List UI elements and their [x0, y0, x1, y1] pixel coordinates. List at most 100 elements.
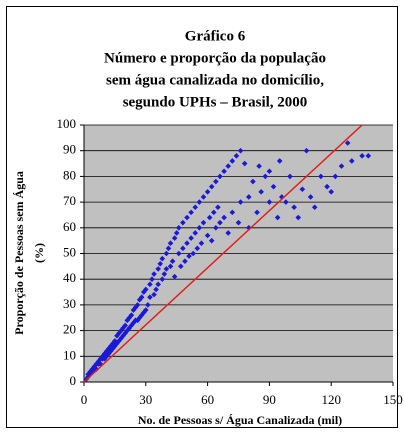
point	[204, 232, 211, 239]
point	[116, 338, 122, 344]
point	[200, 219, 207, 226]
point	[136, 296, 143, 303]
point	[186, 253, 192, 259]
y-axis-label: Proporção de Pessoas sem Água	[12, 171, 26, 335]
x-tick-label: 30	[139, 392, 152, 407]
point	[276, 158, 283, 164]
x-tick-label: 120	[321, 392, 341, 407]
chart-title: Número e proporção da população	[104, 50, 326, 66]
point	[165, 245, 172, 252]
point	[124, 317, 131, 324]
point	[175, 250, 182, 257]
point	[122, 322, 128, 329]
point	[217, 173, 223, 180]
point	[157, 260, 164, 267]
point	[344, 140, 351, 146]
point	[229, 158, 236, 164]
point	[163, 266, 170, 272]
y-tick-label: 50	[63, 244, 76, 259]
point	[196, 199, 203, 205]
point	[210, 209, 217, 216]
point	[134, 302, 141, 308]
point	[114, 340, 120, 347]
point	[208, 183, 215, 190]
point	[287, 173, 293, 180]
point	[208, 237, 215, 244]
point	[173, 230, 180, 236]
point	[349, 158, 355, 164]
point	[237, 199, 244, 205]
x-tick-label: 0	[81, 392, 88, 407]
point	[93, 366, 100, 372]
x-tick-label: 150	[383, 392, 403, 407]
point	[274, 214, 281, 221]
point	[192, 230, 199, 236]
point	[198, 240, 205, 247]
point	[159, 276, 166, 282]
point	[206, 214, 213, 221]
point	[184, 240, 190, 247]
point	[180, 245, 186, 252]
point	[143, 307, 149, 313]
point	[262, 173, 269, 180]
point	[229, 209, 236, 216]
point	[200, 194, 207, 200]
point	[225, 163, 231, 169]
y-tick-label: 40	[63, 270, 76, 285]
point	[250, 178, 256, 185]
point	[192, 204, 199, 211]
point	[138, 312, 145, 318]
x-axis-label: No. de Pessoas s/ Água Canalizada (mil)	[138, 413, 342, 427]
point	[143, 286, 149, 293]
point	[171, 273, 178, 280]
point	[217, 219, 223, 226]
point	[147, 294, 153, 300]
point	[213, 225, 219, 231]
point	[270, 183, 277, 190]
point	[175, 225, 182, 231]
point	[365, 153, 372, 159]
point	[233, 153, 240, 159]
point	[332, 173, 339, 180]
point	[124, 327, 131, 334]
point	[155, 266, 161, 272]
point	[235, 219, 242, 226]
y-tick-label: 70	[63, 193, 76, 208]
point	[151, 271, 157, 277]
point	[196, 225, 203, 231]
point	[151, 291, 157, 298]
point	[194, 245, 201, 252]
point	[204, 189, 211, 195]
y-tick-label: 90	[63, 142, 76, 157]
point	[167, 240, 174, 247]
point	[303, 147, 310, 154]
point	[147, 281, 153, 288]
point	[122, 330, 128, 336]
point	[256, 163, 262, 169]
point	[149, 276, 155, 282]
point	[246, 194, 252, 200]
y-tick-label: 60	[63, 219, 76, 234]
point	[107, 348, 114, 354]
point	[246, 225, 252, 231]
point	[283, 199, 289, 205]
point	[266, 199, 273, 205]
point	[338, 163, 345, 169]
point	[190, 250, 196, 257]
point	[311, 204, 318, 211]
point	[221, 214, 227, 221]
point	[105, 350, 112, 357]
point	[153, 286, 159, 293]
point	[180, 219, 186, 226]
point	[130, 320, 137, 326]
y-tick-label: 20	[63, 322, 76, 337]
point	[118, 327, 124, 334]
point	[213, 178, 219, 185]
point	[295, 214, 302, 221]
point	[307, 194, 314, 200]
point	[237, 147, 244, 154]
point	[188, 209, 194, 216]
point	[241, 160, 248, 167]
point	[134, 317, 141, 324]
point	[155, 281, 161, 288]
